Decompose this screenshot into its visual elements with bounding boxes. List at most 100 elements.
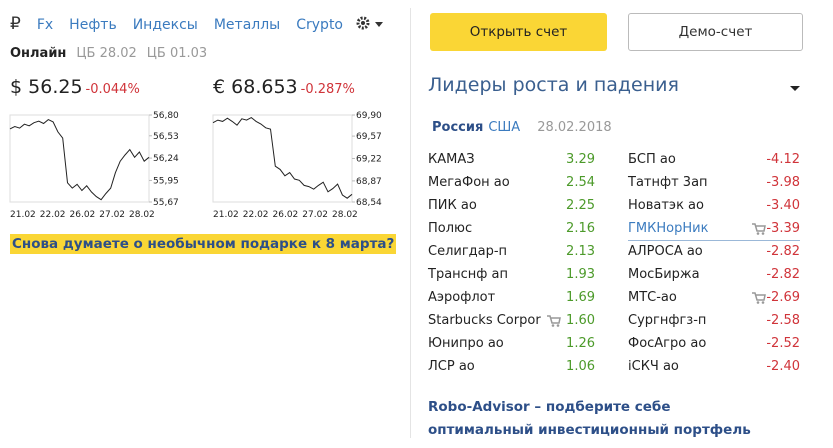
stock-name[interactable]: Starbucks Corpor — [428, 313, 541, 328]
y-tick-label: 69,57 — [356, 132, 382, 142]
cart-shape — [752, 223, 766, 232]
y-tick-label: 56,24 — [153, 154, 179, 164]
tab[interactable]: США — [488, 120, 521, 135]
stock-name[interactable]: ФосАгро ао — [628, 336, 707, 351]
change: -0.044% — [85, 82, 140, 97]
status: Онлайн ЦБ 28.02 ЦБ 01.03 — [10, 46, 207, 61]
open-account-button[interactable]: Открыть счет — [430, 13, 607, 51]
stock-change: 1.60 — [566, 313, 595, 328]
stock-name[interactable]: Сургнфгз-п — [628, 313, 707, 328]
settings[interactable] — [356, 16, 386, 32]
cb-date: ЦБ 28.02 — [76, 46, 137, 61]
stock-change: 1.69 — [566, 290, 595, 305]
stock-name[interactable]: ЛСР ао — [428, 359, 475, 374]
leaders-title: Лидеры роста и падения — [428, 74, 679, 96]
stock-change: -3.39 — [766, 221, 800, 236]
stock-change: 2.13 — [566, 244, 595, 259]
x-tick-label: 21.02 — [10, 210, 36, 220]
robo-advisor-link[interactable]: Robo-Advisor – подберите себе оптимальны… — [428, 399, 751, 438]
stock-name[interactable]: МТС-ао — [628, 290, 677, 305]
cart-wheel — [761, 232, 765, 235]
selected-underline — [628, 240, 800, 241]
cart-shape — [547, 315, 561, 324]
nav-tab[interactable]: Нефть — [69, 17, 117, 33]
symbol: $ — [10, 76, 23, 98]
dropdown-caret[interactable] — [790, 86, 800, 91]
cart-wheel — [756, 301, 760, 304]
symbol: € — [213, 76, 226, 98]
change: -0.287% — [300, 82, 355, 97]
y-tick-label: 56,53 — [153, 132, 179, 142]
y-tick-label: 68,87 — [356, 177, 382, 187]
stock-name[interactable]: Татнфт 3ап — [628, 175, 708, 190]
stock-change: -4.12 — [766, 152, 800, 167]
promo-link[interactable]: Снова думаете о необычном подарке к 8 ма… — [10, 234, 397, 254]
nav-tab[interactable]: Crypto — [296, 17, 343, 33]
cart-icon[interactable] — [752, 292, 766, 304]
stock-name[interactable]: МосБиржа — [628, 267, 700, 282]
cart-shape — [752, 292, 766, 301]
leaders-tabs: Россия США 28.02.2018 — [432, 120, 612, 135]
x-tick-label: 27.02 — [99, 210, 125, 220]
x-tick-label: 28.02 — [332, 210, 358, 220]
price-line — [9, 119, 150, 201]
cart-wheel — [551, 324, 555, 327]
stock-name[interactable]: БСП ао — [628, 152, 676, 167]
stock-change: -2.82 — [766, 244, 800, 259]
stock-change: 1.93 — [566, 267, 595, 282]
quote: $ 56.25 -0.044% — [10, 76, 140, 98]
stock-name[interactable]: КАМАЗ — [428, 152, 475, 167]
x-tick-label: 28.02 — [129, 210, 155, 220]
stock-name[interactable]: Новатэк ао — [628, 198, 704, 213]
x-tick-label: 26.02 — [273, 210, 299, 220]
stock-name[interactable]: Юнипро ао — [428, 336, 504, 351]
stock-change: 2.25 — [566, 198, 595, 213]
divider — [410, 8, 411, 438]
stock-name[interactable]: Аэрофлот — [428, 290, 496, 305]
stock-change: -3.40 — [766, 198, 800, 213]
y-tick-label: 55,67 — [153, 198, 179, 208]
cart-wheel — [756, 232, 760, 235]
nav-tab[interactable]: Металлы — [213, 17, 281, 33]
stock-name[interactable]: Полюс — [428, 221, 473, 236]
mini-chart: 56,80 56,53 56,24 55,95 55,67 21.02 22.02 26.02… — [9, 111, 179, 220]
plot-frame — [9, 114, 150, 203]
stock-name[interactable]: Транснф ап — [428, 267, 509, 282]
stock-name[interactable]: Селигдар-п — [428, 244, 508, 259]
plot-frame — [212, 114, 353, 203]
stock-name[interactable]: ГМКНорНик — [628, 221, 709, 236]
mini-chart: 69,90 69,57 69,22 68,87 68,54 21.02 22.02 26.02… — [212, 111, 382, 220]
x-tick-label: 22.02 — [40, 210, 66, 220]
stock-name[interactable]: ПИК ао — [428, 198, 477, 213]
y-tick-label: 68,54 — [356, 198, 382, 208]
y-tick-label: 55,95 — [153, 176, 179, 186]
tab[interactable]: Россия — [432, 120, 484, 135]
stock-change: 1.06 — [566, 359, 595, 374]
cart-wheel — [556, 324, 560, 327]
x-tick-label: 21.02 — [213, 210, 239, 220]
stock-change: 2.16 — [566, 221, 595, 236]
online: Онлайн — [10, 46, 67, 61]
stock-change: -2.52 — [766, 336, 800, 351]
nav-tab[interactable]: Fx — [36, 17, 54, 33]
stock-change: -2.69 — [766, 290, 800, 305]
stock-name[interactable]: АЛРОСА ао — [628, 244, 703, 259]
date: 28.02.2018 — [537, 120, 612, 135]
y-tick-label: 56,80 — [153, 111, 179, 121]
cart-icon[interactable] — [752, 223, 766, 235]
stock-change: -2.40 — [766, 359, 800, 374]
x-tick-label: 27.02 — [302, 210, 328, 220]
nav-tab[interactable]: Индексы — [132, 17, 198, 33]
stock-name[interactable]: iСКЧ ао — [628, 359, 679, 374]
currency-icon: ₽ — [10, 14, 21, 34]
y-tick-label: 69,22 — [356, 155, 382, 165]
stock-change: 2.54 — [566, 175, 595, 190]
nav: ₽ Fx Нефть Индексы Металлы Crypto — [10, 14, 343, 34]
price: 56.25 — [28, 76, 83, 98]
stock-change: -3.98 — [766, 175, 800, 190]
price-line — [212, 117, 353, 199]
stock-name[interactable]: МегаФон ао — [428, 175, 510, 190]
cart-icon[interactable] — [547, 315, 561, 327]
y-tick-label: 69,90 — [356, 111, 382, 121]
demo-account-button[interactable]: Демо-счет — [628, 13, 803, 51]
